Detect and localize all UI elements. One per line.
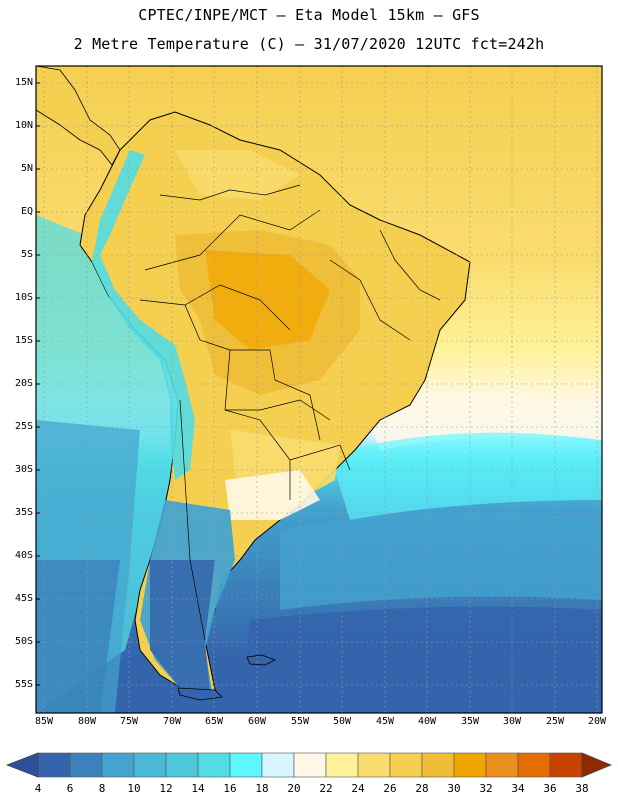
colorbar-label: 22 [319,782,333,795]
colorbar-label: 30 [447,782,461,795]
colorbar-swatch [549,752,583,778]
colorbar-left-arrow [5,752,39,778]
lat-label: 20S [14,378,33,389]
colorbar-swatch [69,752,103,778]
pacific-colder-water [36,560,120,713]
lat-label: 5N [20,163,33,174]
axis-ticks [36,82,40,686]
lon-label: 45W [375,716,395,727]
lat-label: 5S [20,249,33,260]
map-frame [35,65,603,714]
grid-lines [36,66,602,713]
colorbar-label: 20 [287,782,301,795]
lat-label: 30S [14,464,33,475]
map-subtitle: 2 Metre Temperature (C) – 31/07/2020 12U… [73,35,545,53]
lon-label: 80W [77,716,97,727]
colorbar [5,752,613,778]
colorbar-swatch [229,752,263,778]
colorbar-swatch [389,752,423,778]
colorbar-label: 4 [34,782,42,795]
lat-label: 50S [14,636,33,647]
colorbar-label: 24 [351,782,365,795]
colorbar-label: 10 [127,782,141,795]
lon-label: 20W [587,716,607,727]
lon-label: 60W [247,716,267,727]
tierra-del-fuego [177,687,223,701]
colorbar-swatch [357,752,391,778]
colorbar-label: 16 [223,782,237,795]
colorbar-label: 6 [66,782,74,795]
lon-label: 55W [290,716,310,727]
colorbar-swatch [325,752,359,778]
country-borders [139,184,441,641]
colorbar-label: 28 [415,782,429,795]
northern-cooler-band [175,150,300,200]
colorbar-label: 36 [543,782,557,795]
colorbar-swatch [517,752,551,778]
lat-label: 15N [14,77,33,88]
lat-label: 25S [14,421,33,432]
colorbar-label: 8 [98,782,106,795]
colorbar-swatch [37,752,71,778]
lat-label: 10S [14,292,33,303]
lon-label: 75W [119,716,139,727]
lat-label: 40S [14,550,33,561]
atlantic-band-4 [240,606,602,713]
colorbar-label: 38 [575,782,589,795]
colorbar-swatch [421,752,455,778]
colorbar-label: 14 [191,782,205,795]
patagonia-coldest-land [150,560,215,690]
lat-label: 45S [14,593,33,604]
colorbar-label: 18 [255,782,269,795]
lon-label: 70W [162,716,182,727]
atlantic-band-10 [280,512,602,610]
atlantic-band-16 [330,432,602,520]
colorbar-swatch [197,752,231,778]
colorbar-swatch [485,752,519,778]
colorbar-right-arrow [581,752,613,778]
lon-label: 50W [332,716,352,727]
lat-label: 35S [14,507,33,518]
colorbar-swatch [101,752,135,778]
lon-label: 35W [460,716,480,727]
colorbar-swatch [261,752,295,778]
colorbar-swatch [165,752,199,778]
colorbar-swatch [453,752,487,778]
falkland-islands [246,654,276,666]
lon-label: 85W [34,716,54,727]
southern-cool-land [225,470,320,520]
colorbar-swatch [293,752,327,778]
lon-label: 65W [204,716,224,727]
lon-label: 30W [502,716,522,727]
colorbar-label: 12 [159,782,173,795]
andes-cold-strip [92,150,195,480]
interior-hot-region [205,250,330,350]
colorbar-label: 26 [383,782,397,795]
lon-label: 40W [417,716,437,727]
lat-label: 55S [14,679,33,690]
colorbar-label: 32 [479,782,493,795]
colorbar-swatch [133,752,167,778]
lat-label: EQ [20,206,33,217]
lat-label: 15S [14,335,33,346]
lat-label: 10N [14,120,33,131]
lon-label: 25W [545,716,565,727]
colorbar-label: 34 [511,782,525,795]
map-title: CPTEC/INPE/MCT – Eta Model 15km – GFS [138,6,480,24]
